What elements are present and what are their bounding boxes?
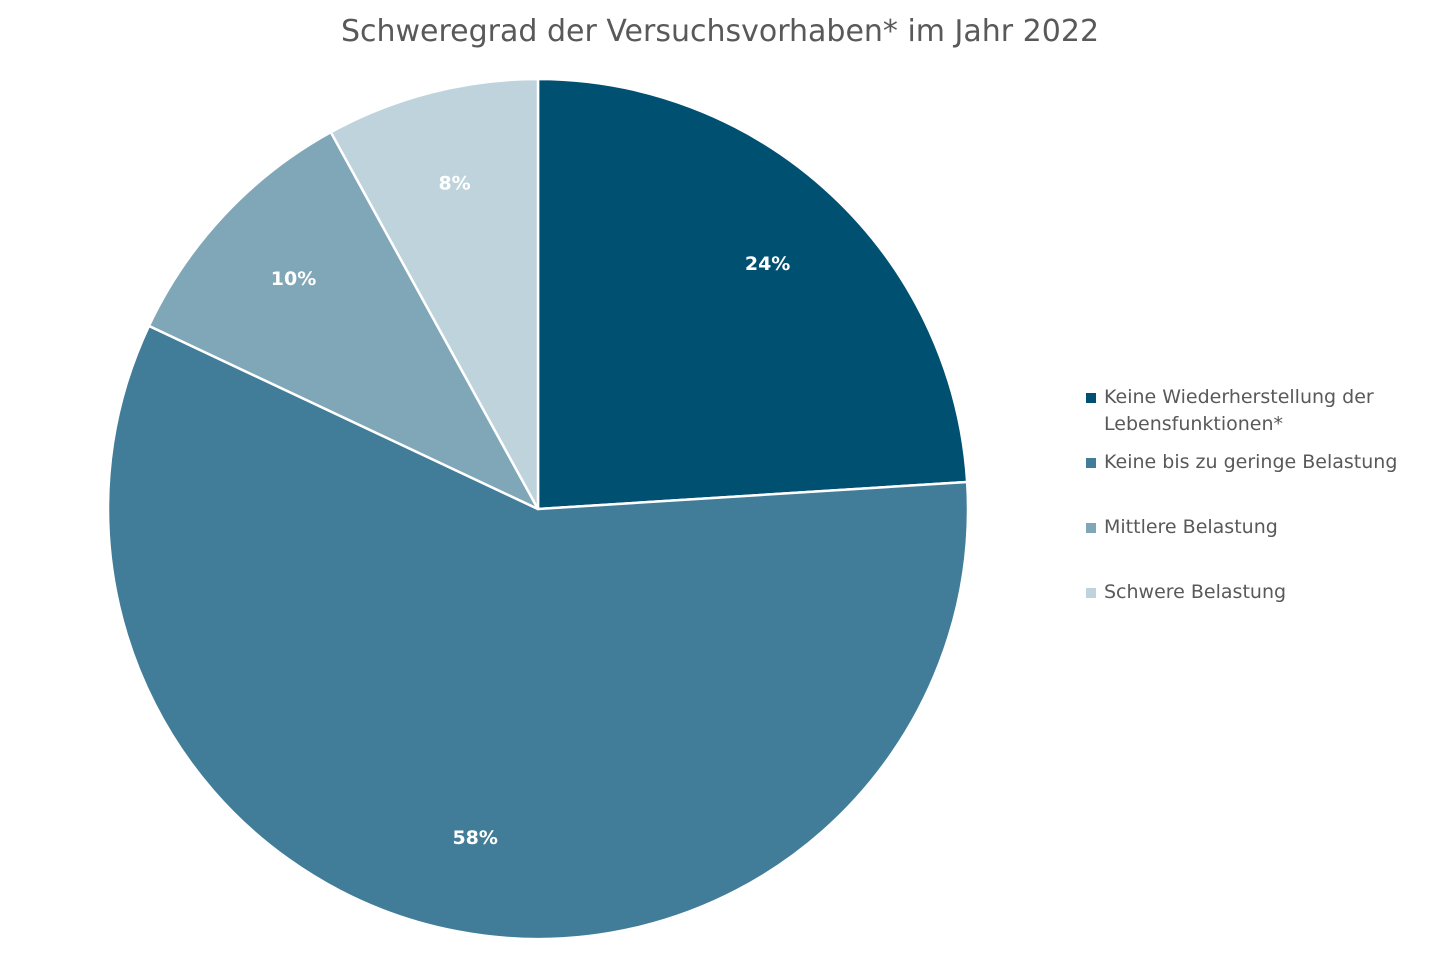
pie-slice-keine-wiederherstellung bbox=[536, 77, 969, 511]
legend-swatch bbox=[1086, 393, 1096, 403]
pie-slices bbox=[106, 77, 970, 941]
legend-label: Keine bis zu geringe Belastung bbox=[1104, 451, 1398, 473]
legend-item-schwere: Schwere Belastung bbox=[1086, 579, 1436, 606]
legend-item-mittlere: Mittlere Belastung bbox=[1086, 514, 1436, 541]
legend-label-line-2: Lebensfunktionen* bbox=[1104, 413, 1284, 435]
data-label-keine-bis-geringe: 58% bbox=[452, 827, 497, 849]
chart-title: Schweregrad der Versuchsvorhaben* im Jah… bbox=[340, 14, 1100, 49]
data-label-schwere: 8% bbox=[438, 173, 470, 195]
legend-swatch bbox=[1086, 458, 1096, 468]
legend-swatch bbox=[1086, 523, 1096, 533]
legend-item-keine-wiederherstellung: Keine Wiederherstellung der Lebensfunkti… bbox=[1086, 384, 1436, 438]
data-label-keine-wiederherstellung: 24% bbox=[745, 253, 790, 275]
legend-swatch bbox=[1086, 588, 1096, 598]
legend-label: Schwere Belastung bbox=[1104, 581, 1287, 603]
legend-item-keine-bis-geringe: Keine bis zu geringe Belastung bbox=[1086, 449, 1436, 476]
pie-slice-mittlere bbox=[147, 130, 540, 511]
legend-label-line-1: Keine Wiederherstellung der bbox=[1104, 386, 1374, 408]
legend-label: Mittlere Belastung bbox=[1104, 516, 1278, 538]
pie-slice-keine-bis-geringe bbox=[106, 324, 970, 941]
data-label-mittlere: 10% bbox=[271, 268, 316, 290]
pie-slice-schwere bbox=[329, 77, 540, 511]
pie-data-labels: 24% 58% 10% 8% bbox=[271, 173, 791, 849]
legend: Keine Wiederherstellung der Lebensfunkti… bbox=[1086, 384, 1436, 606]
